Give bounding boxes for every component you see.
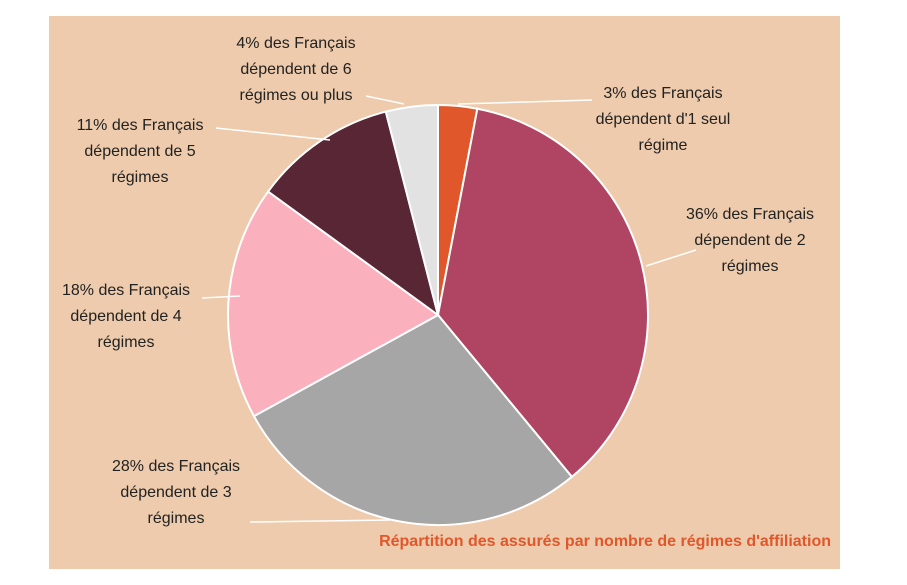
slice-5-regimes — [266, 110, 440, 318]
leader-line — [365, 95, 405, 105]
leader-line — [201, 295, 241, 299]
slice-label-4-regimes: 18% des Français dépendent de 4 régimes — [61, 282, 191, 351]
slice-2-regimes — [436, 107, 649, 479]
chart-title: Répartition des assurés par nombre de ré… — [379, 533, 831, 550]
slice-label-6-regimes: 4% des Français dépendent de 6 régimes o… — [236, 35, 356, 104]
slice-label-5-regimes: 11% des Français dépendent de 5 régimes — [76, 117, 204, 186]
slice-label-1-regime: 3% des Français dépendent d'1 seul régim… — [595, 85, 731, 154]
leader-line — [249, 519, 391, 523]
leader-line — [457, 99, 593, 105]
slice-label-2-regimes: 36% des Français dépendent de 2 régimes — [685, 206, 815, 275]
leader-line — [215, 127, 331, 141]
slice-3-regimes — [252, 313, 574, 526]
slice-4-regimes — [227, 190, 440, 418]
slice-6-regimes — [384, 103, 439, 316]
leader-line — [645, 249, 697, 267]
slice-label-3-regimes: 28% des Français dépendent de 3 régimes — [111, 458, 241, 527]
